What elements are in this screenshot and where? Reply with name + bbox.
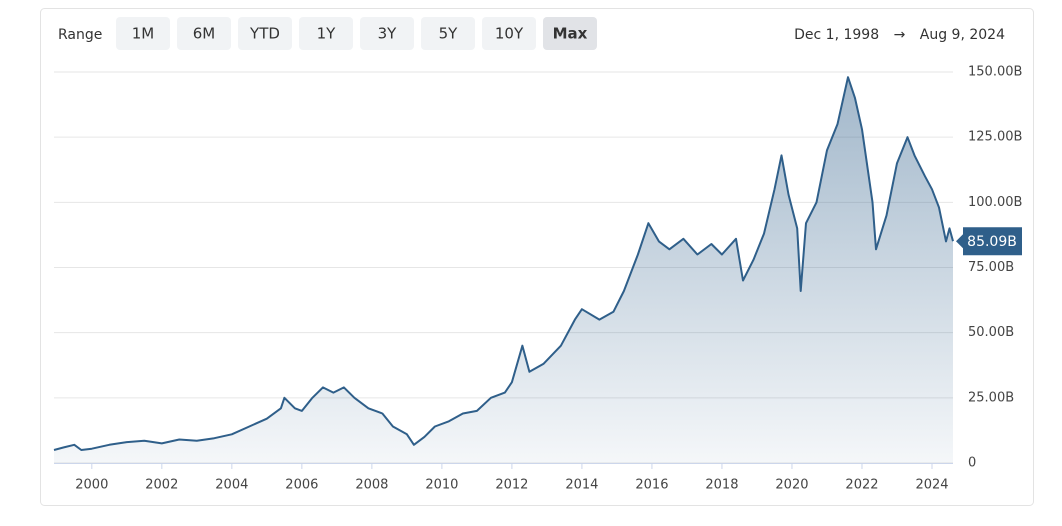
x-tick-label: 2008 [355,478,388,493]
button-bg [116,17,170,50]
x-tick-label: 2018 [705,478,738,493]
range-button[interactable]: 1M [116,17,170,50]
x-tick-label: 2002 [145,478,178,493]
button-bg [360,17,414,50]
current-badge [956,227,1022,256]
button-bg [299,17,353,50]
range-button[interactable]: 6M [177,17,231,50]
x-tick-label: 2012 [495,478,528,493]
x-tick-label: 2014 [565,478,598,493]
x-tick-label: 2020 [775,478,808,493]
button-label: 10Y [495,25,524,43]
range-button[interactable]: 1Y [299,17,353,50]
y-tick-label: 125.00B [968,130,1022,145]
x-tick-label: 2004 [215,478,248,493]
button-label: YTD [249,25,280,43]
range-button[interactable]: YTD [238,17,292,50]
x-tick-label: 2000 [75,478,108,493]
current-label: 85.09B [967,234,1017,250]
y-tick-label: 150.00B [968,65,1022,80]
range-button[interactable]: Max [543,17,597,50]
x-tick-label: 2024 [915,478,948,493]
button-bg [238,17,292,50]
range-label: Range [58,27,102,43]
x-tick-label: 2010 [425,478,458,493]
range-button[interactable]: 3Y [360,17,414,50]
arrow: → [894,27,906,43]
area [54,77,953,463]
button-label: 6M [193,25,216,43]
button-bg [482,17,536,50]
button-bg [543,17,597,50]
end-date: Aug 9, 2024 [920,27,1005,43]
button-label: 1Y [317,25,337,43]
button-label: 1M [132,25,155,43]
range-button[interactable]: 5Y [421,17,475,50]
date-range: Dec 1, 1998 → Aug 9, 2024 [794,27,1005,43]
y-tick-label: 75.00B [968,260,1014,275]
x-tick-label: 2022 [845,478,878,493]
button-label: Max [553,25,588,43]
y-tick-label: 50.00B [968,325,1014,340]
y-tick-label: 100.00B [968,195,1022,210]
y-tick-label: 0 [968,456,976,471]
button-label: 5Y [439,25,459,43]
range-button[interactable]: 10Y [482,17,536,50]
line [53,76,954,451]
x-tick-label: 2016 [635,478,668,493]
x-tick-label: 2006 [285,478,318,493]
button-label: 3Y [378,25,398,43]
button-bg [421,17,475,50]
start-date: Dec 1, 1998 [794,27,879,43]
button-bg [177,17,231,50]
y-tick-label: 25.00B [968,390,1014,405]
